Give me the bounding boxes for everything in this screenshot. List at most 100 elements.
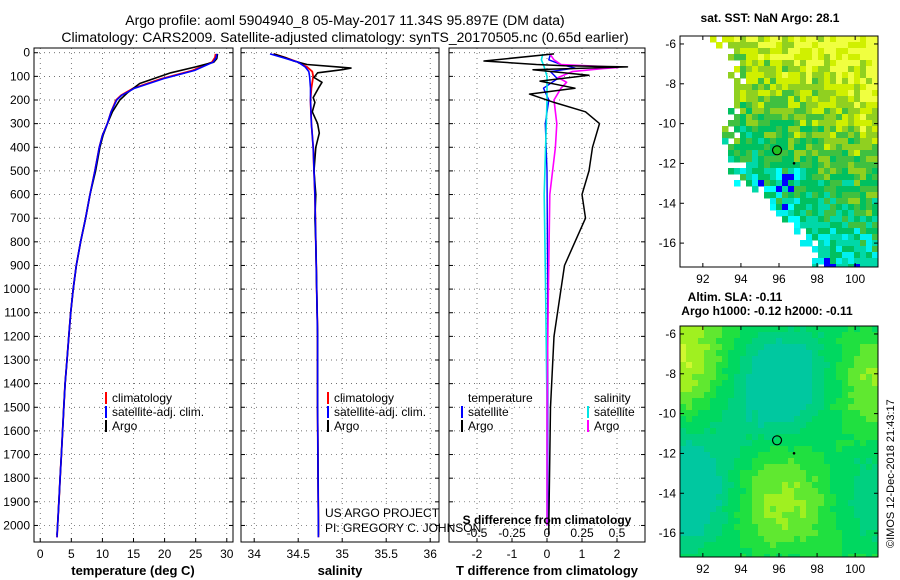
- map-cell: [764, 392, 771, 399]
- map-cell: [734, 482, 741, 489]
- map-cell: [782, 102, 789, 109]
- map-cell: [788, 174, 795, 181]
- map-cell: [740, 506, 747, 513]
- map-cell: [770, 78, 777, 85]
- map-cell: [842, 554, 849, 557]
- map-cell: [806, 392, 813, 399]
- map-cell: [752, 470, 759, 477]
- map-cell: [740, 48, 747, 55]
- map-cell: [848, 428, 855, 435]
- map-cell: [758, 380, 765, 387]
- map-cell: [806, 530, 813, 537]
- map-cell: [800, 174, 807, 181]
- map-cell: [860, 476, 867, 483]
- map-cell: [704, 428, 711, 435]
- map-cell: [752, 162, 759, 169]
- map-cell: [794, 554, 801, 557]
- map-cell: [776, 482, 783, 489]
- map-cell: [728, 350, 735, 357]
- map-cell: [716, 416, 723, 423]
- map-cell: [740, 518, 747, 525]
- map-cell: [680, 368, 687, 375]
- map-cell: [794, 126, 801, 133]
- map-cell: [866, 108, 873, 115]
- map-cell: [752, 452, 759, 459]
- map-cell: [842, 548, 849, 555]
- map-cell: [830, 416, 837, 423]
- map-cell: [686, 476, 693, 483]
- map-cell: [692, 368, 699, 375]
- map-cell: [794, 102, 801, 109]
- map-cell: [806, 90, 813, 97]
- map-cell: [704, 374, 711, 381]
- map-cell: [818, 446, 825, 453]
- map-cell: [776, 464, 783, 471]
- map-cell: [776, 114, 783, 121]
- map-cell: [872, 344, 878, 351]
- map-cell: [782, 488, 789, 495]
- map-cell: [776, 180, 783, 187]
- map-cell: [776, 398, 783, 405]
- map-cell: [788, 530, 795, 537]
- map-cell: [692, 386, 699, 393]
- map-cell: [782, 554, 789, 557]
- map-cell: [854, 54, 861, 61]
- map-cell: [746, 476, 753, 483]
- map-cell: [794, 368, 801, 375]
- map-cell: [824, 234, 831, 241]
- map-x-tick-label: 94: [734, 272, 748, 286]
- map-cell: [812, 198, 819, 205]
- map-cell: [848, 422, 855, 429]
- map-cell: [758, 42, 765, 49]
- map-cell: [848, 96, 855, 103]
- map-cell: [848, 470, 855, 477]
- map-cell: [866, 186, 873, 193]
- map-cell: [836, 500, 843, 507]
- map-cell: [746, 446, 753, 453]
- map-cell: [872, 404, 878, 411]
- map-cell: [848, 144, 855, 151]
- map-cell: [800, 222, 807, 229]
- map-cell: [770, 494, 777, 501]
- map-cell: [788, 440, 795, 447]
- map-cell: [872, 476, 878, 483]
- map-cell: [782, 326, 789, 333]
- x-tick-label: 0: [544, 547, 551, 561]
- map-cell: [764, 338, 771, 345]
- map-cell: [806, 410, 813, 417]
- map-cell: [812, 138, 819, 145]
- map-cell: [854, 392, 861, 399]
- map-cell: [764, 380, 771, 387]
- map-cell: [764, 404, 771, 411]
- map-cell: [866, 120, 873, 127]
- map-cell: [686, 524, 693, 531]
- map-cell: [722, 332, 729, 339]
- map-cell: [686, 494, 693, 501]
- map-cell: [818, 482, 825, 489]
- map-cell: [830, 458, 837, 465]
- map-cell: [740, 344, 747, 351]
- map-cell: [836, 174, 843, 181]
- map-cell: [836, 132, 843, 139]
- map-cell: [740, 386, 747, 393]
- map-cell: [680, 380, 687, 387]
- map-cell: [830, 258, 837, 265]
- map-cell: [818, 222, 825, 229]
- map-cell: [830, 476, 837, 483]
- map-cell: [866, 500, 873, 507]
- map-cell: [740, 126, 747, 133]
- map-cell: [872, 506, 878, 513]
- map-cell: [752, 144, 759, 151]
- map-cell: [788, 66, 795, 73]
- map-cell: [716, 422, 723, 429]
- map-cell: [752, 386, 759, 393]
- map-cell: [788, 42, 795, 49]
- map-cell: [734, 422, 741, 429]
- depth-tick-label: 1200: [3, 329, 30, 343]
- map-cell: [752, 126, 759, 133]
- map-cell: [794, 168, 801, 175]
- map-cell: [728, 54, 735, 61]
- map-cell: [758, 114, 765, 121]
- map-cell: [866, 66, 873, 73]
- map-cell: [812, 258, 819, 265]
